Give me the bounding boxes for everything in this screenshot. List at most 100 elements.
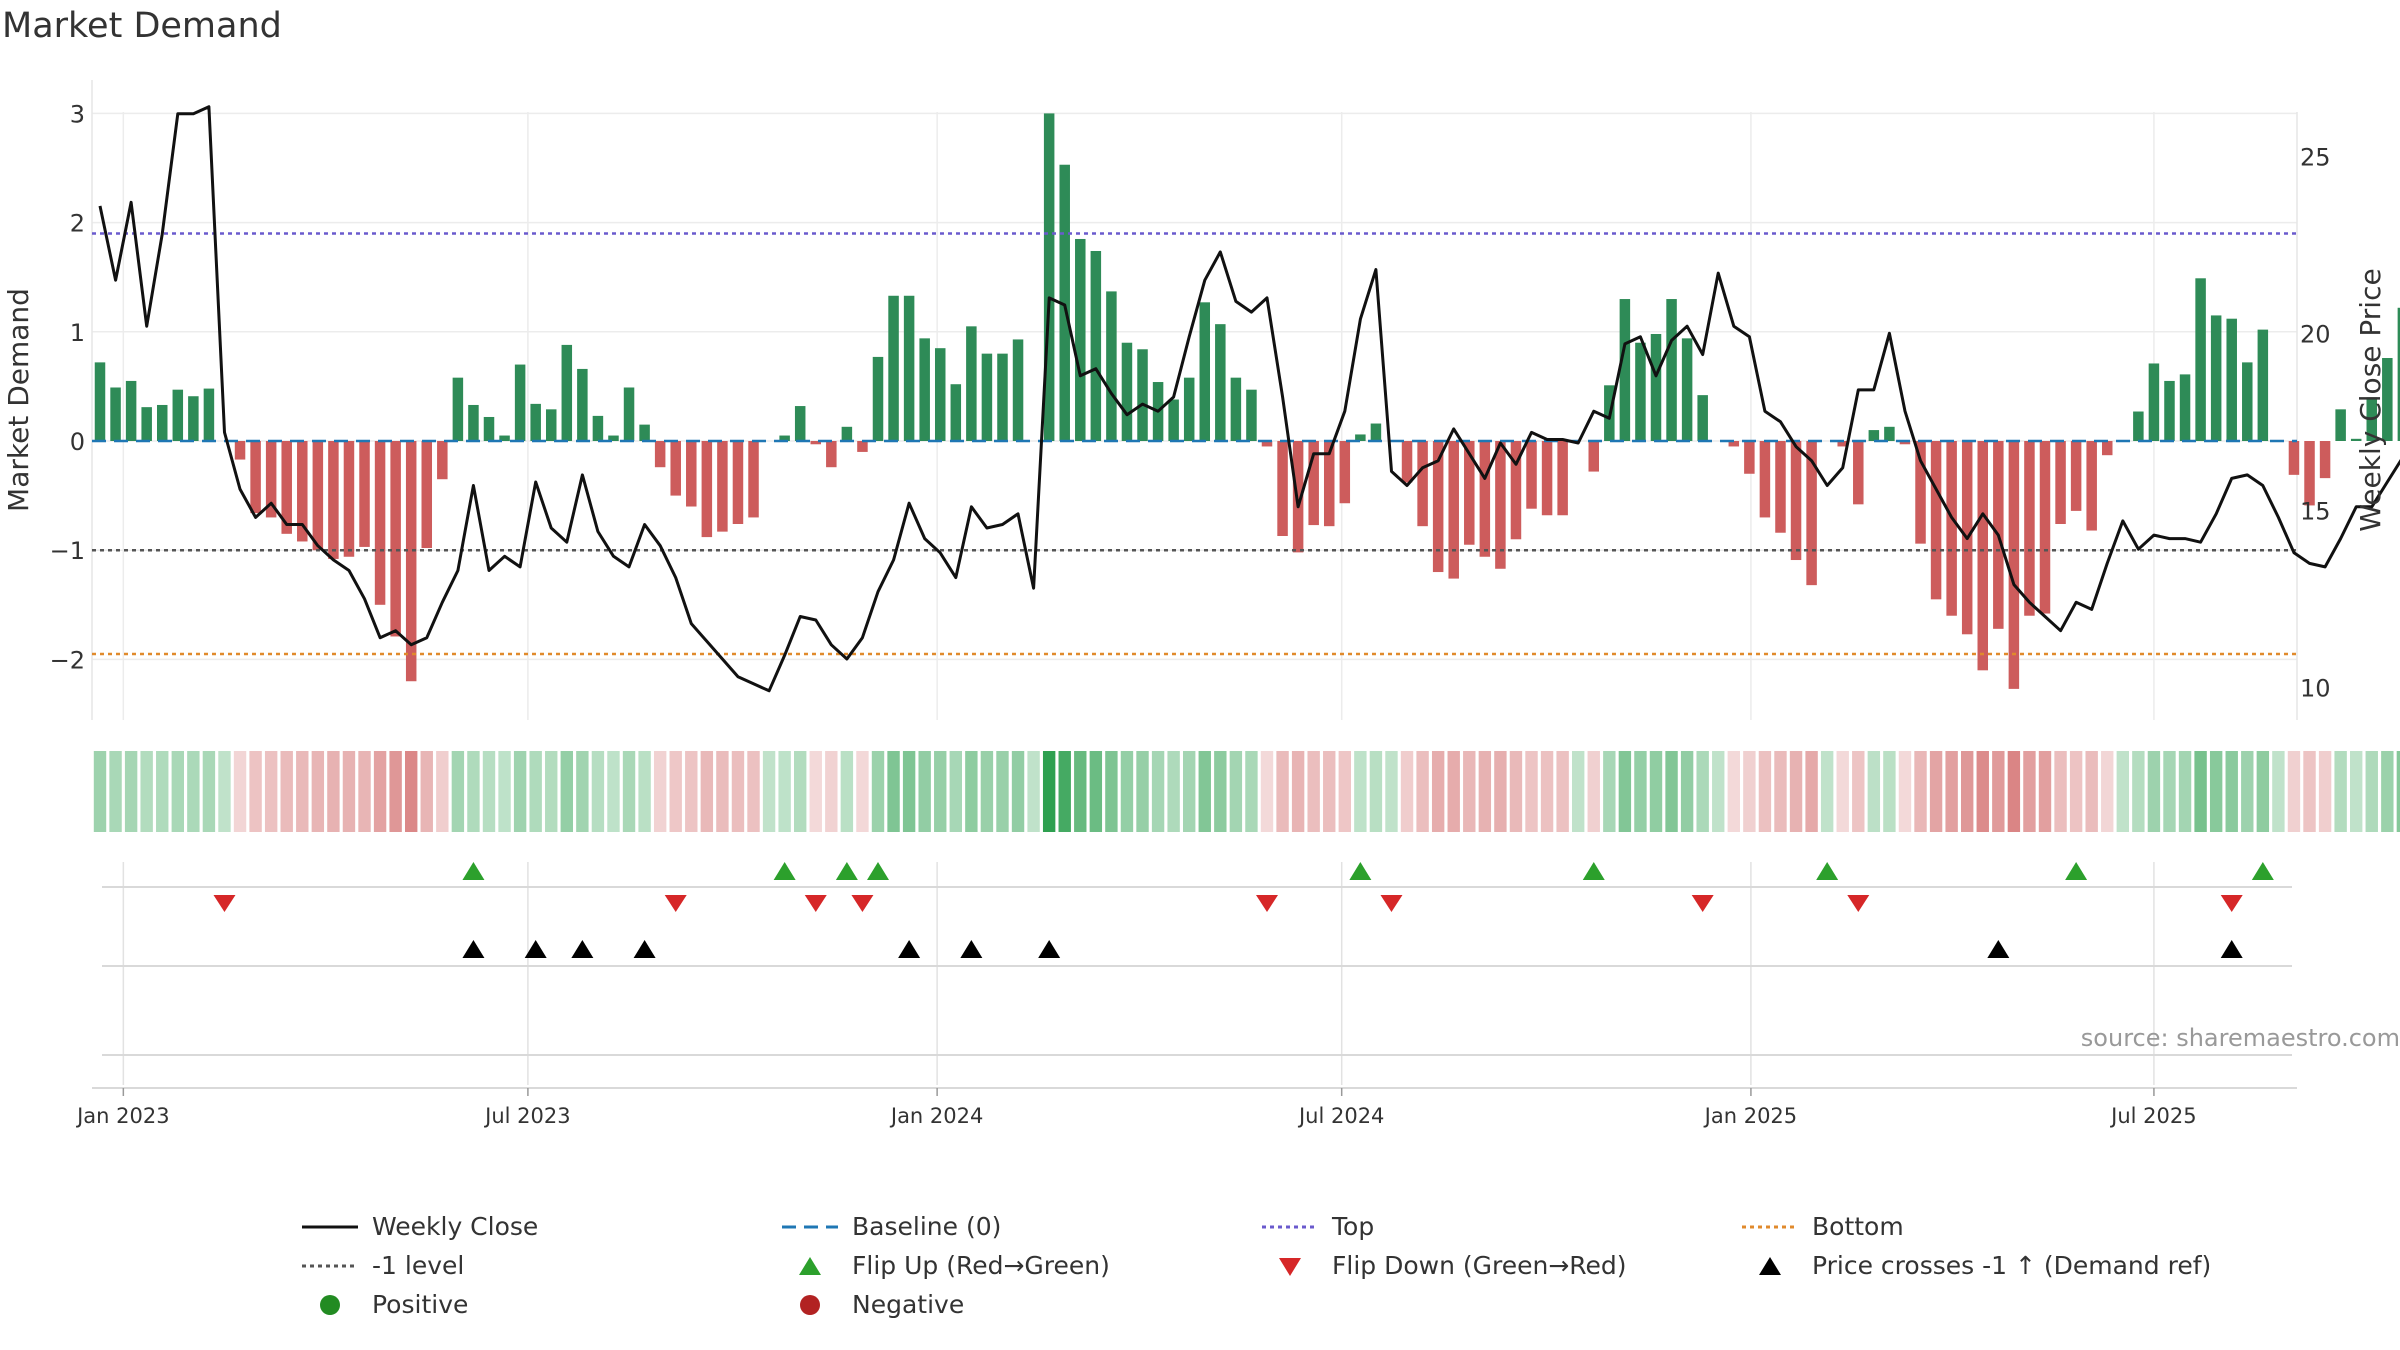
heat-strip-cell — [669, 751, 682, 832]
heat-strip-cell — [498, 751, 511, 832]
demand-bar — [1277, 441, 1288, 537]
heat-strip-cell — [2085, 751, 2098, 832]
flip-down-marker — [851, 895, 874, 912]
heat-strip-cell — [2350, 751, 2363, 832]
legend-item-baseline: Baseline (0) — [780, 1212, 1001, 1241]
heat-strip-cell — [1665, 751, 1678, 832]
flip-down-marker — [2220, 895, 2243, 912]
heat-strip-cell — [420, 751, 433, 832]
demand-bar — [2101, 441, 2113, 456]
heat-strip-cell — [1074, 751, 1087, 832]
heat-strip-cell — [1198, 751, 1211, 832]
heat-strip-cell — [825, 751, 838, 832]
price-cross-marker — [1038, 940, 1061, 958]
heat-strip-cell — [2147, 751, 2161, 832]
heat-strip-cell — [171, 751, 184, 832]
heat-strip-cell — [1385, 751, 1398, 832]
price-cross-marker — [633, 940, 656, 958]
heat-strip-cell — [2069, 751, 2083, 832]
heat-strip-cell — [233, 751, 247, 832]
y-tick-label-right: 10 — [2300, 674, 2331, 702]
legend-item-flip-up: Flip Up (Red→Green) — [780, 1251, 1110, 1280]
demand-bar — [670, 441, 681, 496]
price-cross-marker — [571, 940, 594, 958]
heat-strip-cell — [1743, 751, 1756, 832]
heat-strip-cell — [1323, 751, 1336, 832]
heat-strip-cell — [2101, 751, 2114, 832]
demand-bar — [2226, 318, 2237, 441]
demand-bar — [1417, 441, 1428, 527]
demand-bar — [966, 326, 977, 441]
x-tick-label: Jan 2025 — [1703, 1104, 1798, 1128]
heat-strip-cell — [2116, 751, 2129, 832]
flip-up-marker — [1349, 862, 1372, 880]
demand-bar — [1930, 441, 1942, 600]
demand-bar — [1510, 441, 1522, 540]
demand-bar — [748, 441, 759, 518]
demand-bar — [701, 441, 713, 538]
heat-strip-cell — [591, 751, 605, 832]
heat-strip-cell — [1712, 751, 1725, 832]
heat-strip-cell — [1260, 751, 1274, 832]
heat-strip-cell — [560, 751, 573, 832]
demand-bar — [1137, 349, 1148, 441]
heat-strip-cell — [342, 751, 356, 832]
heat-strip-cell — [109, 751, 122, 832]
heat-strip-cell — [1167, 751, 1180, 832]
heat-strip-cell — [1587, 751, 1600, 832]
flip-down-marker — [213, 895, 236, 912]
demand-bar — [1557, 441, 1568, 516]
legend-item-top: Top — [1260, 1212, 1374, 1241]
heat-strip-cell — [1089, 751, 1103, 832]
demand-bar — [483, 416, 495, 441]
flip-down-marker — [1847, 895, 1870, 912]
demand-bar — [1121, 342, 1133, 441]
heat-strip-cell — [762, 751, 776, 832]
demand-bar — [732, 441, 744, 524]
legend-item-positive: Positive — [300, 1290, 468, 1319]
heat-strip-cell — [2132, 751, 2145, 832]
heat-strip-cell — [218, 751, 231, 832]
demand-bar — [110, 387, 121, 441]
heat-strip-cell — [1852, 751, 1865, 832]
heat-strip-cell — [1992, 751, 2005, 832]
demand-bar — [328, 441, 339, 559]
demand-bar — [2086, 441, 2097, 531]
flip-down-marker — [804, 895, 827, 912]
demand-bar — [1744, 441, 1755, 474]
heat-strip-cell — [1151, 751, 1165, 832]
demand-bar — [577, 368, 588, 441]
heat-strip-cell — [249, 751, 262, 832]
flip-down-marker — [664, 895, 687, 912]
legend-item-weekly-close: Weekly Close — [300, 1212, 538, 1241]
heat-strip-cell — [1291, 751, 1305, 832]
demand-bar — [779, 435, 790, 441]
demand-bar — [1806, 441, 1817, 586]
demand-bar — [1541, 441, 1553, 516]
heat-strip-cell — [2334, 751, 2347, 832]
heat-strip-cell — [1463, 751, 1476, 832]
heat-strip-cell — [2054, 751, 2067, 832]
heat-strip-cell — [996, 751, 1009, 832]
demand-bar — [2070, 441, 2082, 511]
demand-bar — [125, 380, 137, 441]
demand-bar — [2195, 278, 2206, 441]
legend-label-minus-one: -1 level — [372, 1251, 465, 1280]
heat-strip-cell — [2038, 751, 2052, 832]
legend-label-baseline: Baseline (0) — [852, 1212, 1002, 1241]
price-cross-marker — [462, 940, 485, 958]
demand-bar — [1697, 395, 1708, 441]
heat-strip-cell — [1618, 751, 1632, 832]
demand-bar — [141, 407, 152, 441]
demand-bar — [1106, 291, 1117, 441]
demand-bar — [390, 441, 401, 637]
demand-bar — [468, 404, 479, 441]
y-tick-label-left: −2 — [50, 646, 85, 674]
demand-bar — [2335, 409, 2346, 441]
flip-up-marker — [462, 862, 485, 880]
demand-bar — [172, 389, 184, 441]
demand-bar — [1495, 441, 1506, 569]
heat-strip-cell — [1214, 751, 1227, 832]
heat-strip-cell — [436, 751, 449, 832]
